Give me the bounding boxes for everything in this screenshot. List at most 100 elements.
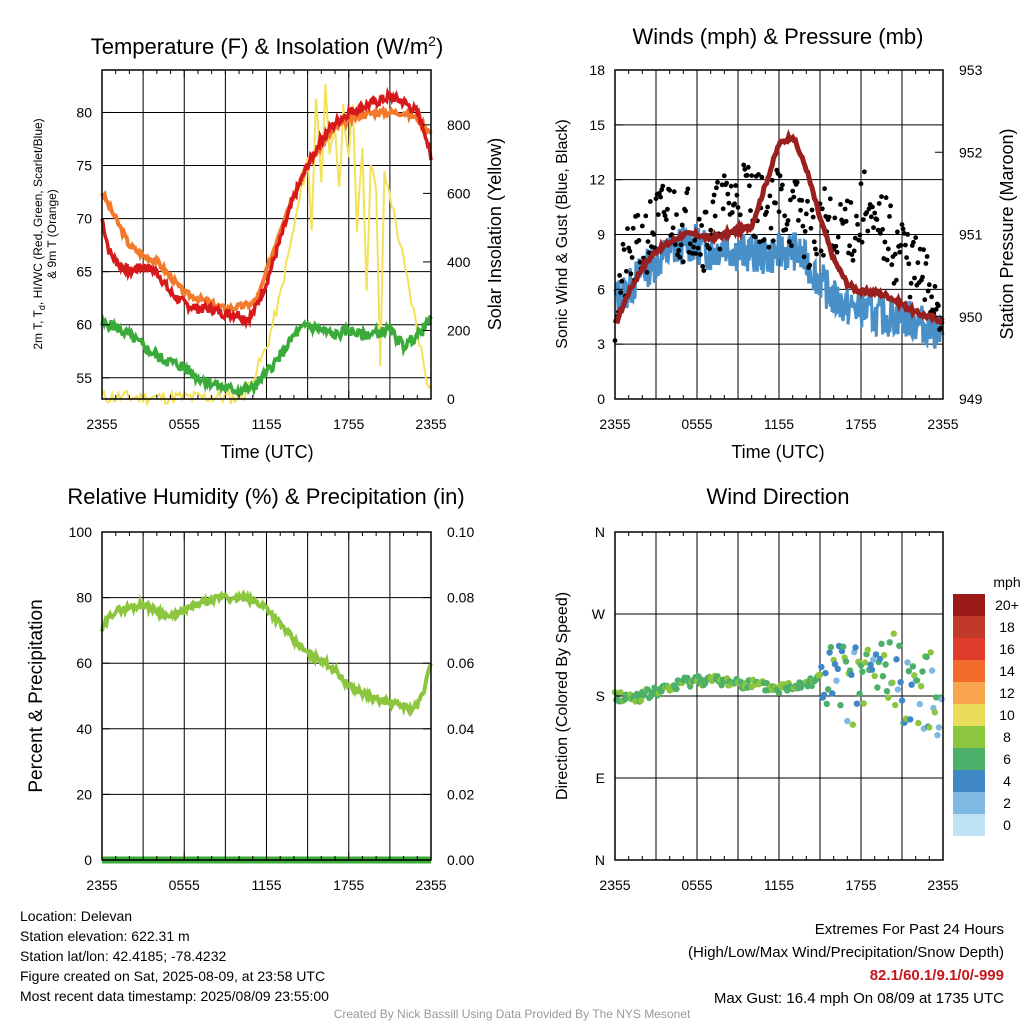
y-tick-label-left: 15 (589, 117, 605, 133)
direction-point (737, 678, 744, 685)
gust-point (680, 259, 686, 265)
gust-point (618, 290, 624, 295)
pressure-line (612, 129, 945, 326)
gust-point (784, 221, 790, 227)
direction-point (926, 724, 933, 731)
direction-point (913, 677, 921, 684)
y-tick-label-right: 0.00 (447, 852, 474, 868)
gust-point (695, 245, 701, 251)
gust-point (752, 234, 758, 240)
colorbar-label: 16 (999, 641, 1015, 657)
direction-series (611, 630, 945, 739)
gust-point (676, 248, 682, 253)
direction-ylabel-left: Direction (Colored By Speed) (554, 592, 571, 800)
gust-point (639, 223, 645, 229)
x-tick-label: 2355 (927, 877, 958, 893)
gust-point (843, 218, 849, 224)
gust-point (876, 201, 882, 206)
gust-point (619, 278, 625, 284)
gust-point (920, 274, 925, 280)
y-tick-label-left: N (595, 852, 605, 868)
gust-point (710, 199, 716, 205)
gust-point (833, 243, 839, 249)
colorbar-label: 18 (999, 619, 1015, 635)
direction-point (931, 709, 938, 716)
gust-point (871, 225, 876, 231)
direction-point (870, 656, 877, 663)
y-tick-label-right: 953 (959, 62, 983, 78)
direction-point (718, 682, 725, 689)
gust-point (885, 246, 891, 252)
y-tick-label-left: W (592, 606, 606, 622)
gust-point (699, 223, 704, 228)
colorbar-title: mph (993, 574, 1020, 590)
gust-point (911, 239, 916, 245)
colorbar-label: 8 (1003, 729, 1011, 745)
gust-point (808, 225, 814, 231)
gust-point (742, 166, 748, 172)
direction-point (885, 694, 892, 701)
x-tick-label: 2355 (86, 416, 117, 432)
solar-insolation-line (101, 84, 432, 407)
gust-point (880, 227, 885, 232)
direction-point (907, 716, 914, 723)
gust-point (734, 192, 740, 198)
gust-point (864, 210, 870, 215)
winds-xlabel: Time (UTC) (731, 442, 824, 462)
direction-point (890, 630, 897, 637)
gust-point (860, 217, 866, 223)
gust-point (665, 206, 670, 212)
direction-point (849, 721, 856, 728)
direction-point (928, 667, 936, 674)
gust-point (744, 172, 750, 178)
gust-point (714, 185, 719, 191)
colorbar-swatch (953, 748, 985, 770)
gust-point (802, 229, 808, 234)
colorbar-swatch (953, 726, 985, 748)
gust-point (801, 254, 807, 260)
gust-point (822, 186, 827, 192)
gust-point (868, 214, 874, 220)
y-tick-label-left: 0 (597, 391, 605, 407)
figure-created: Figure created on Sat, 2025-08-09, at 23… (20, 968, 326, 984)
colorbar-swatch (953, 704, 985, 726)
gust-point (712, 213, 718, 219)
gust-point (889, 262, 895, 268)
gust-point (819, 206, 825, 212)
direction-point (637, 697, 645, 704)
station-latlon: Station lat/lon: 42.4185; -78.4232 (20, 948, 227, 964)
direction-point (938, 696, 945, 703)
direction-point (923, 653, 930, 661)
direction-ticks: 2355 0555 1155 1755 2355 N E S W N (592, 524, 959, 893)
gust-point (848, 200, 854, 205)
gust-point (915, 260, 921, 266)
y-tick-label-right: 0.10 (447, 524, 474, 540)
y-tick-label-left: 100 (69, 524, 93, 540)
gust-point (818, 248, 824, 254)
y-tick-label-left: 3 (597, 336, 605, 352)
gust-point (872, 210, 878, 216)
x-tick-label: 2355 (599, 416, 630, 432)
gust-point (857, 232, 863, 238)
gust-point (663, 217, 669, 223)
direction-point (876, 655, 884, 663)
direction-point (842, 658, 850, 665)
gust-point (832, 215, 838, 221)
gust-point (732, 201, 737, 207)
y-tick-label-right: 0.04 (447, 721, 474, 737)
gust-point (707, 246, 712, 252)
gust-point (660, 183, 666, 189)
gust-point (929, 294, 934, 300)
gust-point (898, 242, 904, 248)
gust-point (878, 230, 883, 236)
gust-point (923, 261, 929, 266)
x-tick-label: 1155 (251, 877, 281, 893)
gust-point (851, 248, 857, 254)
gust-point (859, 239, 865, 245)
extremes-info: Extremes For Past 24 Hours (High/Low/Max… (688, 918, 1004, 1010)
gust-point (657, 190, 662, 196)
y-tick-label-left: 65 (76, 264, 92, 280)
direction-grid (615, 531, 943, 861)
gust-point (882, 239, 888, 245)
y-tick-label-left: 18 (589, 62, 605, 78)
